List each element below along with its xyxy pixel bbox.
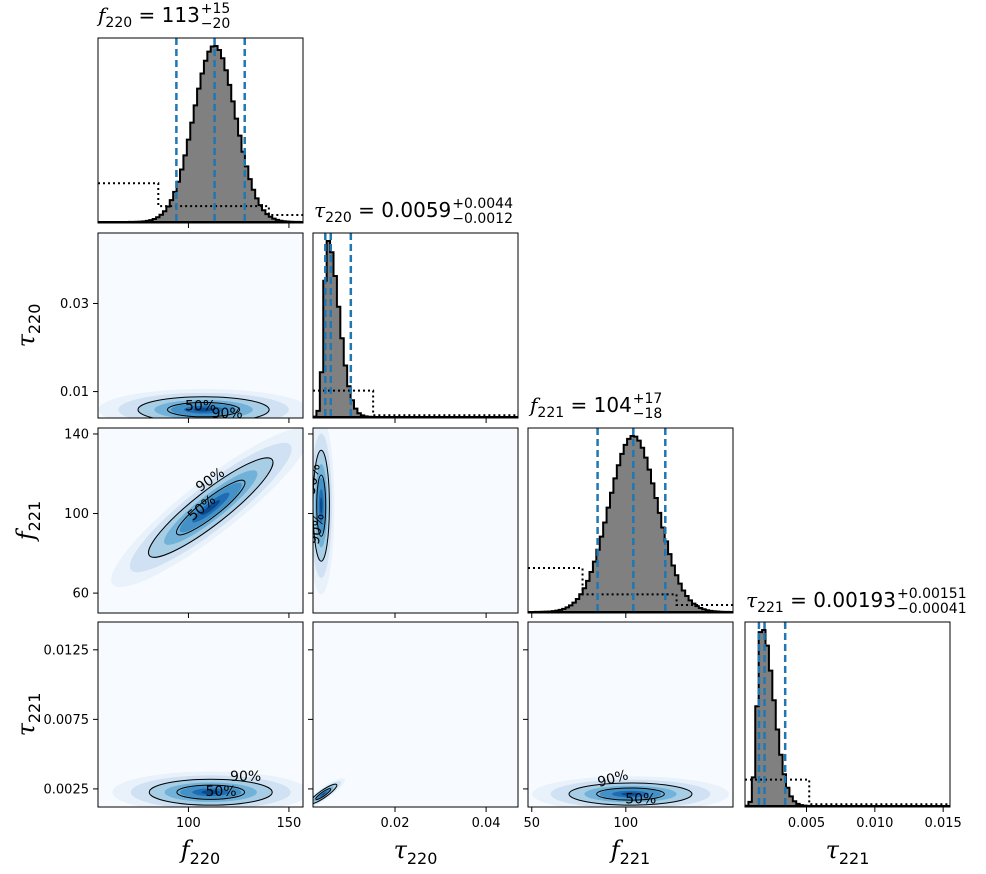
panel-frame-2-1: [312, 427, 519, 614]
y-axis-label-3: τ221: [12, 693, 44, 737]
x-axis-label-2: f221: [609, 836, 650, 868]
y-tick-label: 0.0125: [44, 643, 90, 658]
contour-50: [596, 787, 665, 801]
density-shade: [321, 792, 326, 796]
panel-frame-3-2: [527, 621, 734, 808]
contour-90: [313, 783, 338, 805]
panel-title-plus-2: +17: [633, 391, 663, 407]
x-axis-label-3: τ221: [826, 836, 870, 868]
density-shade: [193, 407, 214, 412]
x-tick-label: 0.04: [472, 816, 501, 831]
density-panel-2-0: 90%50%: [111, 428, 303, 588]
y-tick-label: 0.0025: [44, 782, 90, 797]
labels: 100 150 0.02 0.04 50 100 0.005 0.010 0.015 0.01 0.…: [12, 1, 967, 868]
contour-label: 90%: [596, 767, 630, 791]
panel-frame-1-0: [97, 232, 304, 419]
panel-title-plus-0: +15: [201, 1, 231, 17]
histogram-2: [528, 435, 733, 613]
contour-label: 50%: [625, 791, 656, 807]
histogram-0: [98, 45, 303, 223]
panel-title-2: f221 = 104: [528, 393, 632, 421]
x-axis-label-1: τ220: [394, 836, 438, 868]
panel-frame-3-3: [744, 621, 951, 808]
x-tick-label: 0.015: [925, 816, 962, 831]
prior-line-0: [98, 182, 303, 216]
density-shade: [621, 792, 640, 796]
density-shade: [201, 790, 220, 795]
panel-frame-1-1: [312, 232, 519, 419]
density-background-1-0: [98, 233, 303, 418]
contour-label: 50%: [185, 399, 216, 415]
density-panel-3-0: 90%50%: [112, 769, 303, 807]
x-tick-label: 0.005: [788, 816, 825, 831]
panel-frames: [93, 37, 951, 812]
prior-line-3: [745, 778, 950, 806]
contour-90: [568, 782, 693, 806]
x-tick-label: 0.010: [856, 816, 893, 831]
y-tick-label: 0.0075: [44, 713, 90, 728]
x-tick-label: 100: [613, 816, 638, 831]
x-tick-label: 100: [176, 816, 201, 831]
panel-title-minus-0: −20: [201, 16, 231, 32]
contour-50: [316, 474, 327, 537]
contour-90: [137, 396, 270, 418]
density-background-2-1: [313, 428, 518, 613]
density-background-3-1: [313, 622, 518, 807]
density-shade: [319, 497, 323, 515]
contour-50: [176, 479, 246, 536]
y-tick-label: 60: [72, 587, 89, 602]
panel-title-minus-1: −0.0012: [452, 211, 513, 227]
y-tick-label: 100: [64, 507, 89, 522]
y-axis-label-2: f221: [12, 501, 44, 542]
y-axis-label-1: τ220: [12, 304, 44, 348]
density-panel-1-0: 50%90%: [98, 388, 303, 422]
panel-frame-0-0: [97, 37, 304, 224]
panel-title-0: f220 = 113: [96, 3, 200, 31]
contour-90: [148, 778, 273, 806]
contour-90: [148, 457, 274, 558]
histogram-1: [313, 240, 518, 418]
density-background-3-2: [528, 622, 733, 807]
density-panel-2-1: 90%90%: [303, 428, 335, 595]
panel-title-plus-3: +0.00151: [897, 586, 967, 602]
diag-panel-0: [98, 38, 303, 223]
contour-label: 90%: [230, 769, 261, 785]
y-tick-label: 0.01: [60, 385, 89, 400]
contour-50: [176, 784, 246, 800]
y-tick-label: 140: [64, 427, 89, 442]
contour-50: [166, 402, 241, 418]
panel-frame-2-0: [97, 427, 304, 614]
panel-title-1: τ220 = 0.0059: [314, 198, 451, 226]
density-panel-3-2: 90%50%: [532, 767, 729, 807]
x-tick-label: 0.02: [381, 816, 410, 831]
contour-50: [315, 788, 332, 800]
contour-90: [313, 449, 330, 562]
diag-panel-2: [528, 428, 733, 613]
contour-label: 90%: [303, 462, 324, 495]
y-tick-label: 0.03: [60, 297, 89, 312]
x-axis-label-0: f220: [179, 836, 220, 868]
panel-title-3: τ221 = 0.00193: [746, 588, 896, 616]
panel-title-plus-1: +0.0044: [452, 196, 513, 212]
prior-line-2: [528, 567, 733, 606]
panel-frame-3-0: [97, 621, 304, 808]
contour-label: 90%: [212, 406, 243, 422]
panel-frame-2-2: [527, 427, 734, 614]
panel-title-minus-2: −18: [633, 406, 663, 422]
panel-title-minus-3: −0.00041: [897, 601, 967, 617]
x-tick-label: 150: [277, 816, 302, 831]
diag-panel-1: [313, 233, 518, 418]
diag-panel-3: [745, 622, 950, 807]
prior-line-1: [313, 389, 518, 417]
x-tick-label: 50: [523, 816, 540, 831]
density-shade: [201, 500, 221, 516]
panel-contents: 50%90%90%50%90%90%90%50%90%50%: [98, 38, 950, 807]
density-panel-3-1: [313, 778, 346, 807]
panel-frame-3-1: [312, 621, 519, 808]
contour-label: 50%: [205, 784, 236, 800]
